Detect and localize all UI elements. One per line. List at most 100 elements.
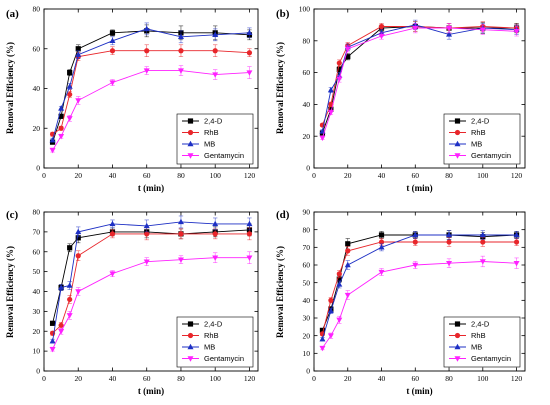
y-tick-label: 50 [33,267,41,276]
plot-frame [313,211,526,372]
legend-marker [454,140,461,147]
data-point [378,244,385,250]
data-point [412,231,419,238]
series-MB [49,215,253,344]
legend: 2,4-D RhB MB Gentamycin [176,113,254,165]
data-point [446,31,453,37]
series-line [321,234,517,331]
chart-panel-1: 0 20 40 60 80 100 120 0 20 40 60 80 t (min) Removal E… [5,5,259,193]
data-point [344,261,351,268]
data-point [246,29,253,36]
y-tick-label: 0 [306,367,310,376]
legend-marker [187,356,194,362]
legend-marker [454,129,461,136]
x-tick-label: 40 [378,171,386,180]
data-point [144,231,150,237]
data-point [67,70,73,76]
data-point [212,255,219,261]
data-point [327,110,334,116]
y-axis-label: Removal Efficiency (%) [5,246,15,338]
data-point [446,231,453,238]
legend-label: RhB [204,128,219,137]
data-point [58,105,65,111]
y-axis-label: Removal Efficiency (%) [5,42,15,134]
data-point [446,239,452,245]
chart-panel-4: 0 20 40 60 80 100 120 0 10 20 30 40 50 60 70 80 90 t (min… [275,208,526,396]
panel-label: (d) [276,209,290,221]
legend-label: Gentamycin [471,354,511,363]
legend-label: Gentamycin [204,151,244,160]
y-tick-label: 70 [303,243,311,252]
legend-label: Gentamycin [204,354,244,363]
y-tick-label: 80 [33,208,41,217]
legend: 2,4-D RhB MB Gentamycin [176,316,254,368]
data-point [328,106,334,112]
y-axis-label: Removal Efficiency (%) [275,42,285,134]
legend-label: Gentamycin [471,151,511,160]
y-tick-label: 40 [33,287,41,296]
data-point [378,33,385,40]
x-tick-label: 100 [477,171,489,180]
data-point [109,80,116,86]
data-point [319,135,326,141]
chart-panel-3: 0 20 40 60 80 100 120 0 10 20 30 40 50 60 70 80 t (min) R… [5,208,259,396]
data-point [345,248,351,254]
data-point [319,345,326,352]
y-tick-label: 20 [33,124,41,133]
x-tick-label: 100 [210,171,222,180]
data-point [212,31,219,38]
data-point [75,228,82,235]
x-tick-label: 20 [74,374,82,383]
data-point [513,29,520,35]
y-tick-label: 70 [33,227,41,236]
data-point [345,241,351,247]
data-point [336,271,342,277]
data-point [345,54,351,60]
data-point [109,271,116,277]
data-point [109,37,116,43]
y-tick-label: 60 [303,261,311,270]
x-axis-label: t (min) [406,386,432,396]
y-tick-label: 20 [33,327,41,336]
series-line [52,229,250,324]
data-point [327,86,334,93]
data-point [66,116,73,122]
legend-marker [187,153,194,159]
series-Gentamycin [319,255,520,352]
y-tick-label: 10 [33,347,41,356]
x-tick-label: 60 [412,374,420,383]
data-point [212,48,218,54]
data-point [66,313,73,319]
data-point [143,222,150,229]
legend-marker [187,332,194,339]
data-point [177,218,184,225]
data-point [344,292,351,299]
legend-marker [454,153,461,159]
data-point [66,83,73,89]
data-point [177,68,184,74]
x-tick-label: 0 [42,171,46,180]
data-point [513,231,520,238]
data-point [109,231,116,237]
x-tick-label: 120 [511,171,523,180]
data-point [58,125,64,131]
data-point [378,239,385,245]
x-tick-label: 60 [143,374,151,383]
legend-marker [454,332,461,339]
data-point [336,276,342,282]
data-point [58,113,64,119]
data-point [246,231,253,237]
y-tick-label: 0 [36,164,40,173]
data-point [327,333,334,339]
data-point [246,220,253,227]
legend-label: MB [204,140,215,149]
x-tick-label: 80 [445,374,453,383]
legend-label: MB [471,343,482,352]
data-point [178,48,184,54]
data-point [75,235,81,241]
y-tick-label: 60 [33,247,41,256]
data-point [75,46,81,52]
data-point [49,136,56,143]
legend-marker [454,321,461,327]
